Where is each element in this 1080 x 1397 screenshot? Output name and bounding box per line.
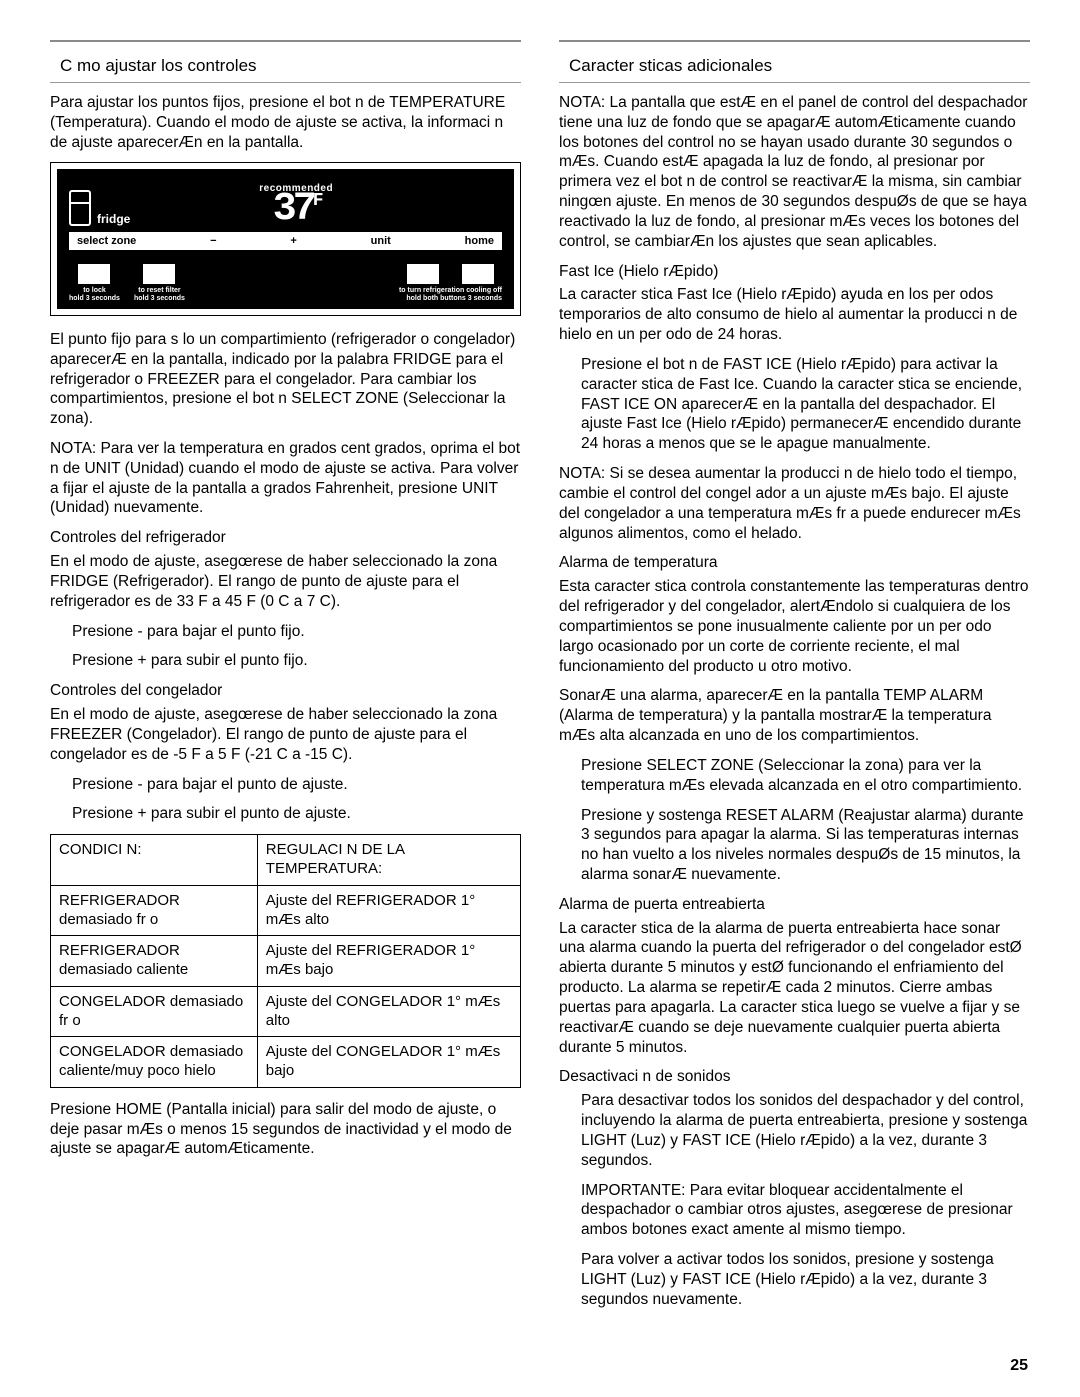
bullet: Presione + para subir el punto fijo. — [50, 651, 521, 671]
fridge-label: fridge — [97, 212, 130, 226]
rule — [559, 82, 1030, 83]
table-cell: REFRIGERADOR demasiado caliente — [51, 936, 258, 987]
paragraph: En el modo de ajuste, asegœrese de haber… — [50, 552, 521, 611]
bullet: Presione + para subir el punto de ajuste… — [50, 804, 521, 824]
paragraph: SonarÆ una alarma, aparecerÆ en la panta… — [559, 686, 1030, 745]
subheading: Controles del congelador — [50, 681, 521, 701]
temp-display: 37F — [259, 194, 333, 226]
paragraph: La caracter stica de la alarma de puerta… — [559, 919, 1030, 1058]
minus-label: − — [210, 235, 216, 247]
paragraph: Presione y sostenga RESET ALARM (Reajust… — [559, 806, 1030, 885]
control-panel-figure: fridge recommended 37F select zone − + u… — [50, 162, 521, 315]
bullet: Presione - para bajar el punto fijo. — [50, 622, 521, 642]
plus-label: + — [290, 235, 296, 247]
lock-key: to lock hold 3 seconds — [69, 264, 120, 302]
section-title: Caracter sticas adicionales — [559, 56, 1030, 76]
subheading: Fast Ice (Hielo rÆpido) — [559, 262, 1030, 282]
select-zone-label: select zone — [77, 235, 136, 247]
paragraph: Esta caracter stica controla constanteme… — [559, 577, 1030, 676]
paragraph: La caracter stica Fast Ice (Hielo rÆpido… — [559, 285, 1030, 344]
rule — [559, 40, 1030, 42]
left-column: C mo ajustar los controles Para ajustar … — [50, 40, 521, 1320]
paragraph: Para volver a activar todos los sonidos,… — [559, 1250, 1030, 1309]
page-number: 25 — [1010, 1357, 1028, 1375]
unit-label: unit — [371, 235, 391, 247]
table-cell: Ajuste del REFRIGERADOR 1° mÆs alto — [257, 885, 520, 936]
table-cell: Ajuste del REFRIGERADOR 1° mÆs bajo — [257, 936, 520, 987]
rule — [50, 82, 521, 83]
table-header: REGULACI N DE LA TEMPERATURA: — [257, 835, 520, 886]
paragraph: IMPORTANTE: Para evitar bloquear acciden… — [559, 1181, 1030, 1240]
panel-button-bar: select zone − + unit home — [69, 232, 502, 250]
fridge-icon — [69, 190, 91, 226]
paragraph: Presione SELECT ZONE (Seleccionar la zon… — [559, 756, 1030, 796]
bullet: Presione - para bajar el punto de ajuste… — [50, 775, 521, 795]
paragraph: NOTA: Para ver la temperatura en grados … — [50, 439, 521, 518]
table-header: CONDICI N: — [51, 835, 258, 886]
paragraph: NOTA: La pantalla que estÆ en el panel d… — [559, 93, 1030, 252]
paragraph: Para ajustar los puntos fijos, presione … — [50, 93, 521, 152]
cooling-off-keys: to turn refrigeration cooling off hold b… — [399, 264, 502, 302]
section-title: C mo ajustar los controles — [50, 56, 521, 76]
table-cell: Ajuste del CONGELADOR 1° mÆs bajo — [257, 1037, 520, 1088]
home-label: home — [465, 235, 494, 247]
paragraph: Para desactivar todos los sonidos del de… — [559, 1091, 1030, 1170]
right-column: Caracter sticas adicionales NOTA: La pan… — [559, 40, 1030, 1320]
rule — [50, 40, 521, 42]
paragraph: Presione el bot n de FAST ICE (Hielo rÆp… — [559, 355, 1030, 454]
paragraph: El punto fijo para s lo un compartimient… — [50, 330, 521, 429]
table-cell: CONGELADOR demasiado fr o — [51, 986, 258, 1037]
paragraph: Presione HOME (Pantalla inicial) para sa… — [50, 1100, 521, 1159]
subheading: Alarma de puerta entreabierta — [559, 895, 1030, 915]
subheading: Controles del refrigerador — [50, 528, 521, 548]
reset-filter-key: to reset filter hold 3 seconds — [134, 264, 185, 302]
subheading: Alarma de temperatura — [559, 553, 1030, 573]
table-cell: REFRIGERADOR demasiado fr o — [51, 885, 258, 936]
paragraph: NOTA: Si se desea aumentar la producci n… — [559, 464, 1030, 543]
table-cell: CONGELADOR demasiado caliente/muy poco h… — [51, 1037, 258, 1088]
subheading: Desactivaci n de sonidos — [559, 1067, 1030, 1087]
paragraph: En el modo de ajuste, asegœrese de haber… — [50, 705, 521, 764]
condition-table: CONDICI N:REGULACI N DE LA TEMPERATURA: … — [50, 834, 521, 1088]
table-cell: Ajuste del CONGELADOR 1° mÆs alto — [257, 986, 520, 1037]
